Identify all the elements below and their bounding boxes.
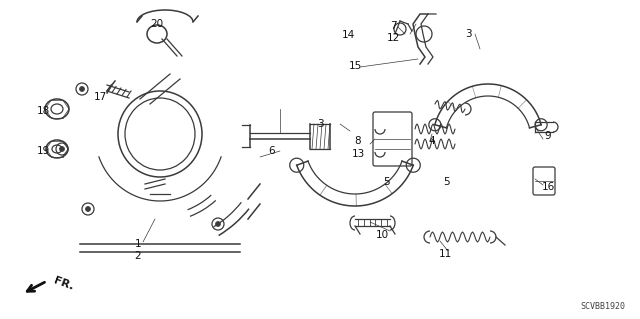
Text: 19: 19 (36, 146, 50, 156)
Text: 18: 18 (36, 106, 50, 116)
Text: 8: 8 (355, 136, 362, 146)
Text: 6: 6 (269, 146, 275, 156)
Text: 13: 13 (351, 149, 365, 159)
Text: 7: 7 (390, 21, 396, 31)
Text: 20: 20 (150, 19, 164, 29)
Text: 4: 4 (429, 136, 435, 146)
Text: FR.: FR. (52, 276, 75, 292)
Text: 10: 10 (376, 230, 388, 240)
Text: 12: 12 (387, 33, 399, 43)
Text: 14: 14 (341, 30, 355, 40)
Text: SCVBB1920: SCVBB1920 (580, 302, 625, 311)
Text: 1: 1 (134, 239, 141, 249)
Text: 3: 3 (317, 119, 323, 129)
Text: 9: 9 (545, 131, 551, 141)
Text: 3: 3 (465, 29, 471, 39)
Ellipse shape (86, 206, 90, 211)
Text: 5: 5 (444, 177, 451, 187)
Text: 5: 5 (384, 177, 390, 187)
Text: 17: 17 (93, 92, 107, 102)
Ellipse shape (60, 146, 65, 152)
Text: 15: 15 (348, 61, 362, 71)
Text: 11: 11 (438, 249, 452, 259)
Ellipse shape (216, 221, 221, 226)
Text: 16: 16 (541, 182, 555, 192)
Ellipse shape (79, 86, 84, 92)
Text: 2: 2 (134, 251, 141, 261)
